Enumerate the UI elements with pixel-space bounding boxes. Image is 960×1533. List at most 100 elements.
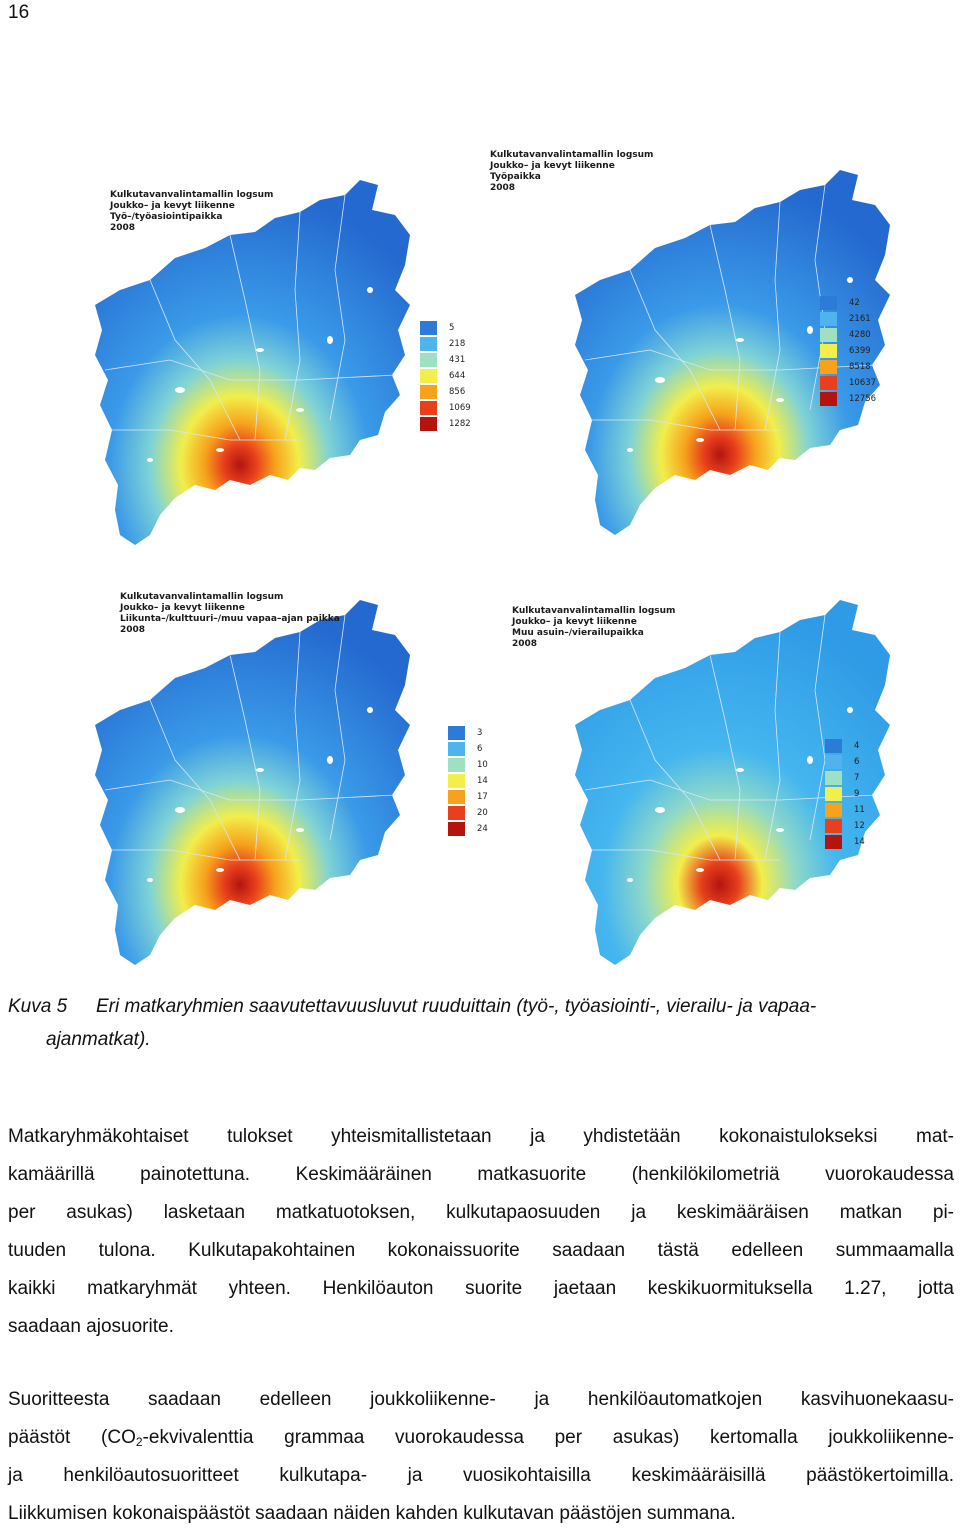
municipality-border <box>764 201 781 431</box>
legend-swatch <box>448 758 465 772</box>
municipality-border <box>584 349 876 371</box>
paragraph-line: saadaan ajosuorite. <box>8 1316 174 1337</box>
caption-text-line2: ajanmatkat). <box>46 1029 151 1050</box>
municipality-border <box>709 224 741 431</box>
lake-shape <box>627 878 633 882</box>
map-title-line: Työ–/työasiointipaikka <box>110 212 223 222</box>
lake-shape <box>776 828 784 832</box>
legend-value: 2161 <box>849 314 871 324</box>
map-title-line: Joukko– ja kevyt liikenne <box>512 617 637 627</box>
lake-shape <box>847 707 853 713</box>
legend-swatch <box>825 819 842 833</box>
map-title-line: Työpaikka <box>490 172 541 182</box>
paragraph-line: ja henkilöautosuoritteet kulkutapa- ja v… <box>8 1465 954 1486</box>
lake-shape <box>696 868 704 872</box>
legend-value: 42 <box>849 298 860 308</box>
legend-value: 10 <box>477 760 488 770</box>
paragraph-line: per asukas) lasketaan matkatuotoksen, ku… <box>8 1202 954 1223</box>
map-panel: Kulkutavanvalintamallin logsum Joukko– ja… <box>480 130 960 550</box>
legend-entry: 1069 <box>420 400 471 416</box>
map-legend: 5 218 431 644 856 1069 1282 <box>420 320 471 432</box>
lake-shape <box>175 807 185 813</box>
legend-entry: 14 <box>825 834 865 850</box>
legend-entry: 10637 <box>820 375 876 391</box>
paragraph-line: tuuden tulona. Kulkutapakohtainen kokona… <box>8 1240 954 1261</box>
legend-swatch <box>825 755 842 769</box>
municipality-border <box>229 234 261 441</box>
map-title-line: 2008 <box>490 183 516 193</box>
paragraph-line: päästöt (CO2-ekvivalenttia grammaa vuoro… <box>8 1419 954 1457</box>
legend-swatch <box>820 376 837 390</box>
legend-value: 9 <box>854 789 860 799</box>
municipality-border <box>629 699 721 861</box>
map-title-line: Muu asuin–/vierailupaikka <box>512 628 644 638</box>
legend-entry: 6399 <box>820 343 876 359</box>
lake-shape <box>296 828 304 832</box>
figure-caption: Kuva 5 Eri matkaryhmien saavutettavuusluv… <box>8 990 956 1056</box>
legend-value: 6 <box>854 757 860 767</box>
municipality-border <box>112 849 300 861</box>
legend-swatch <box>448 822 465 836</box>
map-panel: Kulkutavanvalintamallin logsum Joukko– ja… <box>480 560 960 980</box>
legend-swatch <box>420 353 437 367</box>
map-title-line: Liikunta–/kulttuuri–/muu vapaa–ajan paik… <box>120 614 340 624</box>
lake-shape <box>367 287 373 293</box>
map-legend: 3 6 10 14 17 20 24 <box>448 725 488 837</box>
region-map <box>575 170 890 535</box>
map-title-line: Kulkutavanvalintamallin logsum <box>512 606 676 616</box>
legend-entry: 7 <box>825 770 865 786</box>
lake-shape <box>367 707 373 713</box>
legend-entry: 20 <box>448 805 488 821</box>
legend-swatch <box>448 806 465 820</box>
legend-entry: 9 <box>825 786 865 802</box>
legend-swatch <box>825 739 842 753</box>
legend-value: 14 <box>477 776 488 786</box>
paragraph-line: Matkaryhmäkohtaiset tulokset yhteismital… <box>8 1126 954 1147</box>
map-title-line: 2008 <box>120 625 146 635</box>
legend-value: 6399 <box>849 346 871 356</box>
map-panel: Kulkutavanvalintamallin logsum Joukko– ja… <box>0 560 488 980</box>
map-title: Kulkutavanvalintamallin logsum Joukko– ja… <box>110 190 273 234</box>
legend-value: 17 <box>477 792 488 802</box>
municipality-border <box>764 631 781 861</box>
legend-value: 1069 <box>449 403 471 413</box>
municipality-border <box>809 614 826 841</box>
legend-value: 431 <box>449 355 466 365</box>
map-title-line: 2008 <box>110 223 136 233</box>
region-map <box>95 180 410 545</box>
legend-entry: 12756 <box>820 391 876 407</box>
caption-text-line1: Eri matkaryhmien saavutettavuusluvut ruu… <box>96 996 817 1017</box>
municipality-border <box>112 429 300 441</box>
lake-shape <box>256 768 264 772</box>
legend-swatch <box>820 344 837 358</box>
legend-swatch <box>448 790 465 804</box>
map-legend: 42 2161 4280 6399 8518 10637 12756 <box>820 295 876 407</box>
paragraph-1: Matkaryhmäkohtaiset tulokset yhteismital… <box>8 1118 954 1346</box>
region-map <box>95 600 410 965</box>
legend-swatch <box>448 774 465 788</box>
paragraph-line: Liikkumisen kokonaispäästöt saadaan näid… <box>8 1503 736 1524</box>
region-heatmap-area <box>575 600 890 965</box>
map-title-line: Kulkutavanvalintamallin logsum <box>490 150 654 160</box>
paragraph-2: Suoritteesta saadaan edelleen joukkoliik… <box>8 1381 954 1533</box>
paragraph-line: Suoritteesta saadaan edelleen joukkoliik… <box>8 1389 954 1410</box>
legend-swatch <box>820 312 837 326</box>
legend-swatch <box>820 360 837 374</box>
legend-swatch <box>825 771 842 785</box>
lake-shape <box>216 448 224 452</box>
municipality-border <box>149 699 241 861</box>
municipality-border <box>284 631 301 861</box>
legend-value: 644 <box>449 371 466 381</box>
legend-swatch <box>420 385 437 399</box>
legend-swatch <box>825 803 842 817</box>
legend-swatch <box>820 392 837 406</box>
legend-entry: 14 <box>448 773 488 789</box>
map-title-line: 2008 <box>512 639 538 649</box>
legend-entry: 4280 <box>820 327 876 343</box>
municipality-border <box>592 419 780 431</box>
legend-entry: 3 <box>448 725 488 741</box>
legend-value: 24 <box>477 824 488 834</box>
legend-value: 1282 <box>449 419 471 429</box>
legend-entry: 644 <box>420 368 471 384</box>
legend-swatch <box>420 401 437 415</box>
